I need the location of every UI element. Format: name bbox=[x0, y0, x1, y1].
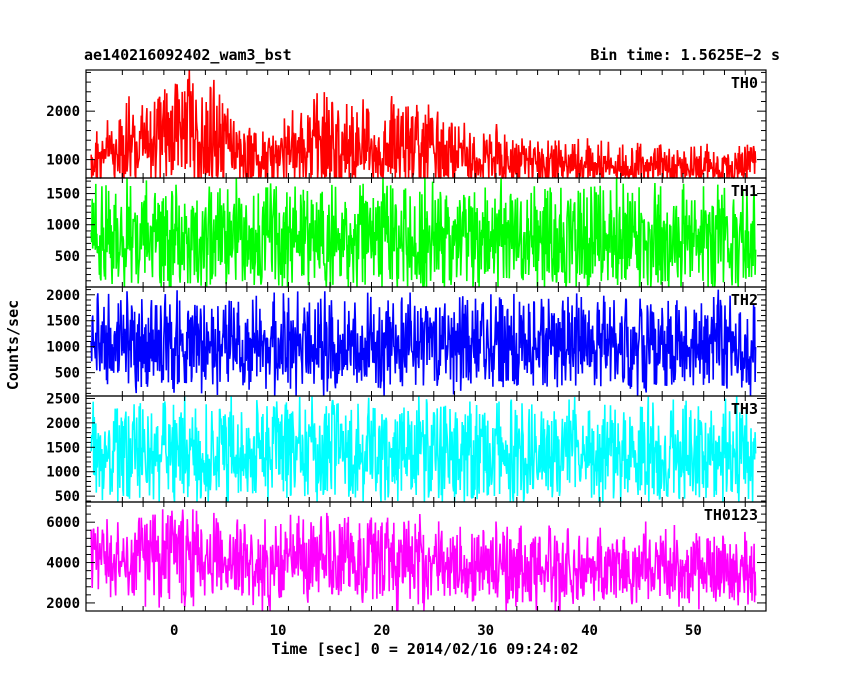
y-tick-label: 6000 bbox=[46, 515, 80, 531]
y-tick-label: 1500 bbox=[46, 314, 80, 330]
y-tick-label: 2000 bbox=[46, 416, 80, 432]
series-th0 bbox=[90, 69, 757, 179]
y-tick-label: 4000 bbox=[46, 556, 80, 572]
panel-th2: 500 1000 1500 2000 TH2 bbox=[46, 286, 767, 397]
y-tick-label: 1500 bbox=[46, 187, 80, 203]
y-tick-label: 1000 bbox=[46, 218, 80, 234]
y-tick-label: 1500 bbox=[46, 440, 80, 456]
y-tick-label: 1000 bbox=[46, 340, 80, 356]
x-axis-label: Time [sec] 0 = 2014/02/16 09:24:02 bbox=[271, 640, 578, 658]
panel-th0123: 2000 4000 6000 TH0123 bbox=[46, 501, 767, 612]
y-tick-label: 500 bbox=[55, 489, 80, 505]
y-tick-label: 2000 bbox=[46, 104, 80, 120]
y-tick-label: 500 bbox=[55, 249, 80, 265]
y-tick-label: 2000 bbox=[46, 596, 80, 612]
x-tick-label: 30 bbox=[477, 623, 494, 639]
y-tick-label: 1000 bbox=[46, 465, 80, 481]
y-tick-label: 2000 bbox=[46, 288, 80, 304]
bin-time-label: Bin time: 1.5625E−2 s bbox=[590, 46, 780, 64]
x-tick-label: 50 bbox=[685, 623, 702, 639]
x-tick-label: 40 bbox=[581, 623, 598, 639]
series-th2 bbox=[90, 289, 757, 397]
series-th0123 bbox=[90, 509, 757, 612]
series-th1 bbox=[90, 177, 757, 288]
panel-frame bbox=[85, 501, 767, 612]
x-tick-label: 20 bbox=[373, 623, 390, 639]
panel-th0: 1000 2000 TH0 bbox=[46, 69, 767, 179]
panel-th3: 500 1000 1500 2000 2500 TH3 bbox=[46, 391, 767, 505]
panel-label-th3: TH3 bbox=[731, 400, 758, 418]
panel-th1: 500 1000 1500 TH1 bbox=[46, 177, 767, 288]
y-axis-label: Counts/sec bbox=[4, 300, 22, 390]
chart-title: ae140216092402_wam3_bst bbox=[84, 46, 292, 64]
x-tick-label: 0 bbox=[170, 623, 178, 639]
series-th3 bbox=[90, 395, 757, 503]
panels-group: 1000 2000 TH0 500 1000 1500 TH1 500 1000 1500 2000… bbox=[46, 69, 767, 612]
panel-label-th0123: TH0123 bbox=[704, 506, 758, 524]
panel-label-th1: TH1 bbox=[731, 182, 758, 200]
y-tick-label: 2500 bbox=[46, 391, 80, 407]
y-tick-label: 500 bbox=[55, 366, 80, 382]
x-axis: 0 10 20 30 40 50 bbox=[170, 623, 702, 639]
y-tick-label: 1000 bbox=[46, 153, 80, 169]
panel-label-th2: TH2 bbox=[731, 291, 758, 309]
x-tick-label: 10 bbox=[270, 623, 287, 639]
panel-label-th0: TH0 bbox=[731, 74, 758, 92]
